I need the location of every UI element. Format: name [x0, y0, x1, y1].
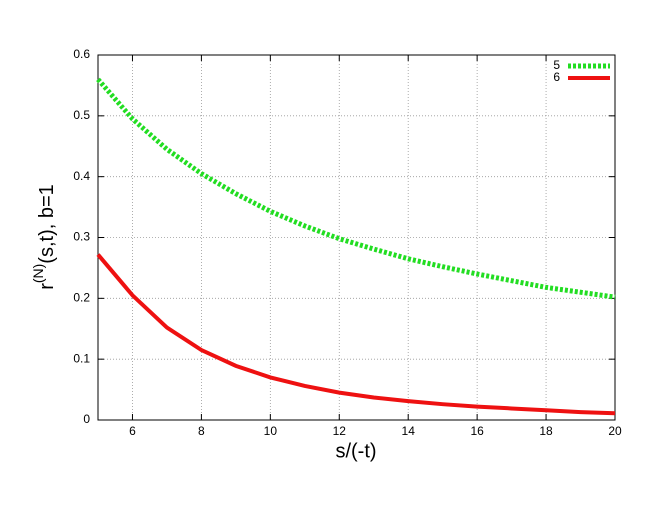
y-tick-label: 0.6 [73, 47, 90, 61]
y-tick-label: 0.1 [73, 351, 90, 365]
y-tick-label: 0.2 [73, 291, 90, 305]
y-tick-label: 0.5 [73, 108, 90, 122]
y-label-main: r [36, 283, 58, 290]
data-line [96, 253, 616, 416]
x-tick-label: 12 [333, 424, 347, 438]
y-axis-label: r(N)(s,t), b=1 [30, 184, 59, 290]
y-label-sup: (N) [30, 264, 46, 283]
x-tick-label: 14 [402, 424, 416, 438]
x-tick-label: 10 [264, 424, 278, 438]
x-tick-label: 20 [608, 424, 622, 438]
y-tick-label: 0.4 [73, 169, 90, 183]
legend-label: 5 [553, 58, 560, 72]
x-tick-label: 16 [470, 424, 484, 438]
x-tick-label: 6 [129, 424, 136, 438]
y-tick-label: 0 [83, 412, 90, 426]
data-line [96, 77, 616, 300]
x-tick-label: 8 [198, 424, 205, 438]
y-tick-label: 0.3 [73, 230, 90, 244]
x-tick-label: 18 [539, 424, 553, 438]
legend-label: 6 [553, 70, 560, 84]
plot-frame [97, 54, 616, 421]
x-axis-label: s/(-t) [335, 440, 376, 462]
y-label-rest: (s,t), b=1 [36, 184, 58, 263]
